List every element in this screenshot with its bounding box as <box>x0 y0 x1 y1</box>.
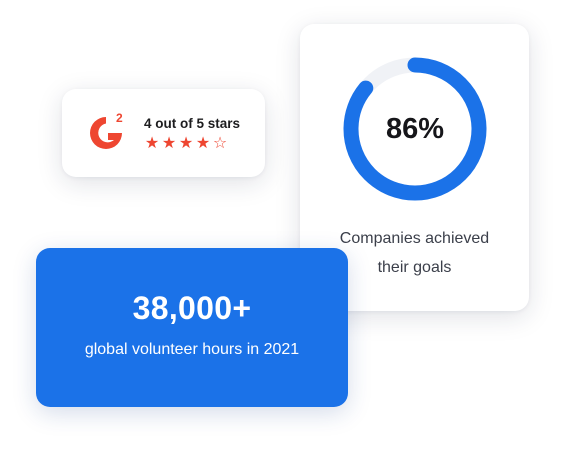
volunteer-hours-card: 38,000+ global volunteer hours in 2021 <box>36 248 348 407</box>
star-filled-icon: ★ <box>195 133 211 152</box>
progress-ring <box>343 57 487 201</box>
rating-text: 4 out of 5 stars <box>144 116 241 131</box>
star-empty-icon: ☆ <box>212 133 228 152</box>
g2-rating-card: 2 4 out of 5 stars ★ ★ ★ ★ ☆ <box>62 89 265 177</box>
percent-caption-line2: their goals <box>377 259 452 276</box>
percent-caption: Companies achieved their goals <box>300 224 529 282</box>
star-filled-icon: ★ <box>144 133 160 152</box>
star-filled-icon: ★ <box>178 133 194 152</box>
progress-ring-fill <box>343 57 487 201</box>
percent-caption-line1: Companies achieved <box>339 230 490 247</box>
volunteer-hours-value: 38,000+ <box>132 290 252 326</box>
g2-logo-icon: 2 <box>90 111 123 149</box>
star-filled-icon: ★ <box>161 133 177 152</box>
volunteer-hours-caption: global volunteer hours in 2021 <box>84 341 300 358</box>
percent-value: 86% <box>385 112 445 145</box>
svg-text:2: 2 <box>116 111 123 125</box>
star-rating: ★ ★ ★ ★ ☆ <box>144 134 228 152</box>
